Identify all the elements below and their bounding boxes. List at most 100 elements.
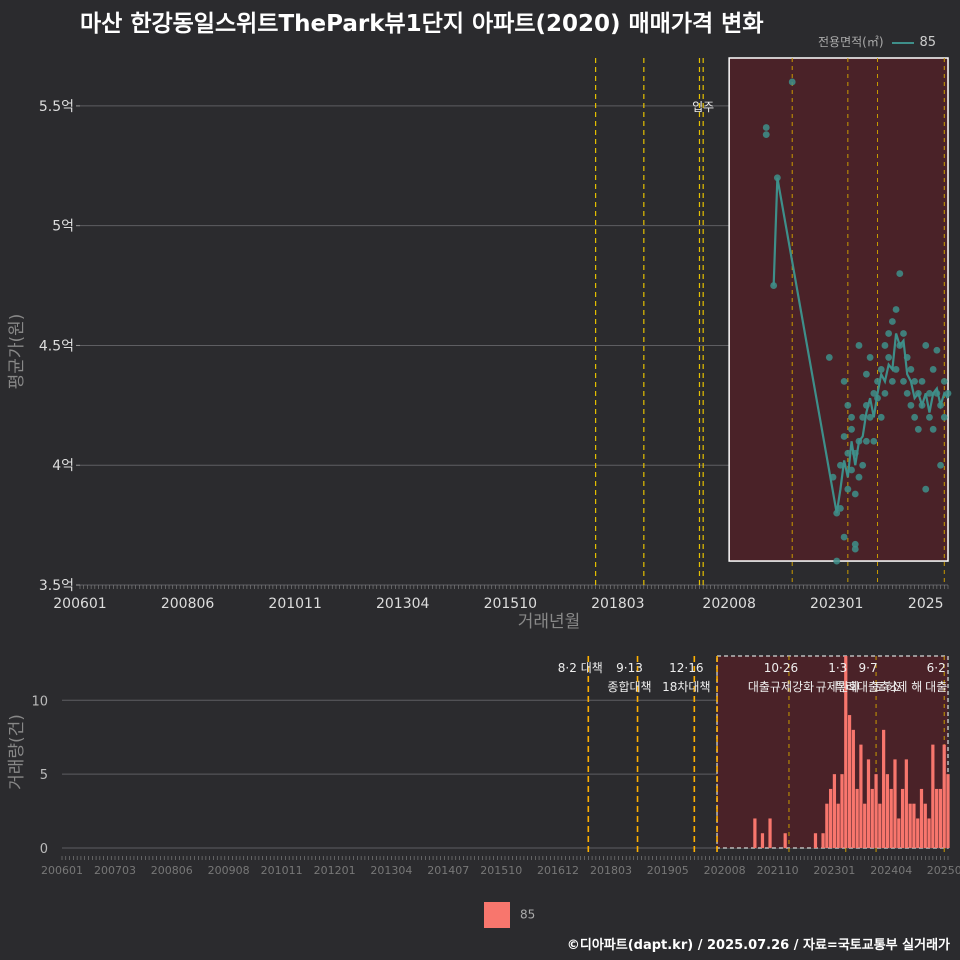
volume-bar <box>783 833 787 848</box>
volume-bar <box>889 788 893 848</box>
data-point <box>929 366 937 373</box>
data-point <box>877 413 885 421</box>
volume-bar <box>829 788 833 848</box>
volume-bar <box>821 833 825 848</box>
data-point <box>929 425 937 433</box>
policy-annotation-date: 1·3 <box>828 661 847 675</box>
data-point <box>859 413 867 421</box>
volume-bar <box>851 729 855 848</box>
y-axis-title: 거래량(건) <box>7 714 27 790</box>
data-point <box>862 437 870 445</box>
data-point <box>874 394 881 402</box>
data-point <box>877 366 885 373</box>
data-point <box>866 413 874 421</box>
policy-annotation-text: 규제완화 <box>816 680 860 694</box>
data-point <box>926 413 933 421</box>
data-point <box>855 437 863 445</box>
data-point <box>922 485 930 493</box>
data-point <box>933 389 941 397</box>
data-point <box>762 131 770 139</box>
data-point <box>940 413 948 421</box>
policy-annotation-text: 대출규제강화 <box>748 680 814 694</box>
volume-bar <box>900 788 905 848</box>
volume-bar <box>904 759 908 848</box>
data-point <box>900 377 907 385</box>
data-point <box>885 330 893 337</box>
policy-annotation-text: 18차대책 <box>662 679 710 694</box>
ytick-label: 5억 <box>52 219 74 235</box>
data-point <box>892 366 900 373</box>
data-point <box>862 401 870 409</box>
data-point <box>888 318 896 325</box>
legend-bottom-label: 85 <box>520 907 536 922</box>
data-point <box>937 461 944 469</box>
data-point <box>833 509 841 517</box>
data-point <box>888 377 896 385</box>
volume-bar <box>885 774 890 848</box>
legend-top-label: 85 <box>919 35 937 50</box>
ytick-label: 10 <box>31 694 48 709</box>
xtick-label: 201407 <box>427 864 469 877</box>
xtick-label: 201510 <box>480 864 522 877</box>
volume-bar <box>908 803 912 848</box>
volume-bar <box>863 803 867 848</box>
data-point <box>907 366 915 373</box>
data-point <box>829 473 837 481</box>
chart-title: 마산 한강동일스위트ThePark뷰1단지 아파트(2020) 매매가격 변화 <box>80 11 764 37</box>
data-point <box>770 282 778 289</box>
volume-bar <box>870 788 874 848</box>
legend-bar-swatch <box>484 902 510 928</box>
xtick-label: 202008 <box>702 596 755 612</box>
xtick-label: 201612 <box>537 864 579 877</box>
y-axis-title: 평균가(원) <box>7 314 27 390</box>
xtick-label: 201304 <box>376 596 430 612</box>
data-point <box>855 342 863 349</box>
volume-bar <box>923 803 927 848</box>
xtick-label: 201803 <box>591 596 644 612</box>
xtick-label: 201011 <box>268 596 321 612</box>
data-point <box>922 342 930 349</box>
price-chart: 3.5억 4억 4.5억 5억 5.5억 입주 200601 200806 201011 2013… <box>7 57 952 632</box>
volume-bar <box>919 788 924 848</box>
volume-bar <box>878 803 882 848</box>
data-point <box>840 533 848 541</box>
ytick-label: 5.5억 <box>39 99 74 115</box>
data-point <box>844 401 852 409</box>
volume-bar <box>832 774 837 848</box>
volume-bar <box>813 833 818 848</box>
legend-top-title: 전용면적(㎡) <box>818 35 884 49</box>
data-point <box>837 461 844 469</box>
volume-bar <box>859 744 863 848</box>
xtick-label: 200601 <box>41 864 83 877</box>
volume-bar <box>938 788 943 848</box>
data-point <box>762 124 770 131</box>
ytick-label: 0 <box>40 842 48 857</box>
policy-annotation-date: 6·2 <box>927 661 946 675</box>
policy-annotation-text: 종합대책 <box>607 679 651 694</box>
data-point <box>825 354 833 361</box>
volume-bar <box>855 788 859 848</box>
data-point <box>940 377 948 385</box>
policy-annotation-text: 특례대출축소 <box>835 680 901 694</box>
volume-bar <box>927 818 931 848</box>
volume-bar <box>760 833 765 848</box>
data-point <box>866 354 874 361</box>
data-point <box>773 174 781 182</box>
legend-line-swatch <box>891 41 914 44</box>
trend-line <box>772 177 949 514</box>
volume-bar <box>931 744 935 848</box>
volume-bar <box>897 818 901 848</box>
volume-bar <box>825 803 829 848</box>
data-point <box>840 433 848 440</box>
data-point <box>907 401 915 409</box>
data-point <box>911 377 919 385</box>
policy-annotation-date: 9·13 <box>616 661 643 675</box>
xtick-label: 202008 <box>704 864 746 877</box>
data-point <box>840 377 848 385</box>
xtick-label: 202110 <box>757 864 799 877</box>
data-point <box>851 540 859 548</box>
data-point <box>844 449 852 457</box>
xtick-label: 20250 <box>927 864 960 877</box>
data-point <box>911 413 919 421</box>
data-point <box>870 437 878 445</box>
